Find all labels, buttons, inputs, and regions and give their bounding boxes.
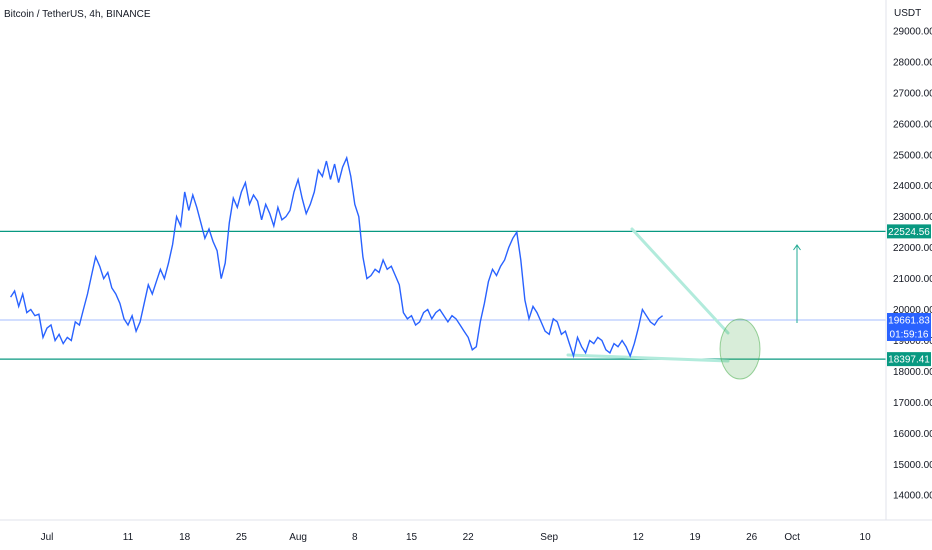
x-tick-label: 15 xyxy=(406,532,418,543)
x-tick-label: Sep xyxy=(540,532,558,543)
annotations xyxy=(566,227,801,380)
countdown-label: 01:59:16 xyxy=(890,329,929,340)
y-tick-label: 17000.00 xyxy=(893,398,932,409)
x-tick-label: 12 xyxy=(633,532,645,543)
level-badge xyxy=(887,352,931,367)
last-price-label: 19661.83 xyxy=(888,315,930,326)
support-trend-line[interactable] xyxy=(566,353,730,363)
y-tick-label: 29000.00 xyxy=(893,26,932,37)
y-tick-label: 23000.00 xyxy=(893,212,932,223)
last-price-badge xyxy=(887,312,931,341)
x-tick-label: 26 xyxy=(746,532,758,543)
x-tick-label: 19 xyxy=(689,532,701,543)
y-tick-label: 14000.00 xyxy=(893,491,932,502)
x-tick-label: Aug xyxy=(289,532,307,543)
y-tick-label: 25000.00 xyxy=(893,150,932,161)
level-badge-label: 18397.41 xyxy=(888,355,930,366)
x-tick-label: 10 xyxy=(860,532,872,543)
price-line xyxy=(10,155,664,359)
y-tick-label: 18000.00 xyxy=(893,367,932,378)
level-badge xyxy=(887,224,931,239)
y-tick-label: 27000.00 xyxy=(893,88,932,99)
y-tick-label: 26000.00 xyxy=(893,119,932,130)
downtrend-line[interactable] xyxy=(630,227,730,335)
x-tick-label: 18 xyxy=(179,532,191,543)
y-tick-label: 22000.00 xyxy=(893,243,932,254)
chart-title: Bitcoin / TetherUS, 4h, BINANCE xyxy=(4,9,151,20)
y-tick-label: 15000.00 xyxy=(893,460,932,471)
level-badge-label: 22524.56 xyxy=(888,227,930,238)
time-axis[interactable]: Jul 11 18 25 Aug 8 15 22 Sep 12 19 26 Oct 10 xyxy=(41,532,871,543)
x-tick-label: 8 xyxy=(352,532,358,543)
plot-area[interactable] xyxy=(0,0,886,520)
y-tick-label: 24000.00 xyxy=(893,181,932,192)
y-tick-label: 28000.00 xyxy=(893,57,932,68)
target-arrowhead xyxy=(793,244,801,251)
price-axis[interactable]: 14000.00 15000.00 16000.00 17000.00 18000.00… xyxy=(893,26,932,501)
x-tick-label: 11 xyxy=(123,532,134,543)
horizontal-levels xyxy=(0,230,886,360)
price-badges: 22524.56 18397.41 19661.83 01:59:16 xyxy=(887,224,931,367)
x-tick-label: 25 xyxy=(236,532,248,543)
highlight-circle[interactable] xyxy=(719,318,761,380)
y-tick-label: 20000.00 xyxy=(893,305,932,316)
x-tick-label: Jul xyxy=(41,532,54,543)
y-tick-label: 21000.00 xyxy=(893,274,932,285)
currency-label: USDT xyxy=(894,8,921,19)
x-tick-label: 22 xyxy=(463,532,475,543)
y-tick-label: 16000.00 xyxy=(893,429,932,440)
y-tick-label: 19000.00 xyxy=(893,336,932,347)
x-tick-label: Oct xyxy=(784,532,800,543)
